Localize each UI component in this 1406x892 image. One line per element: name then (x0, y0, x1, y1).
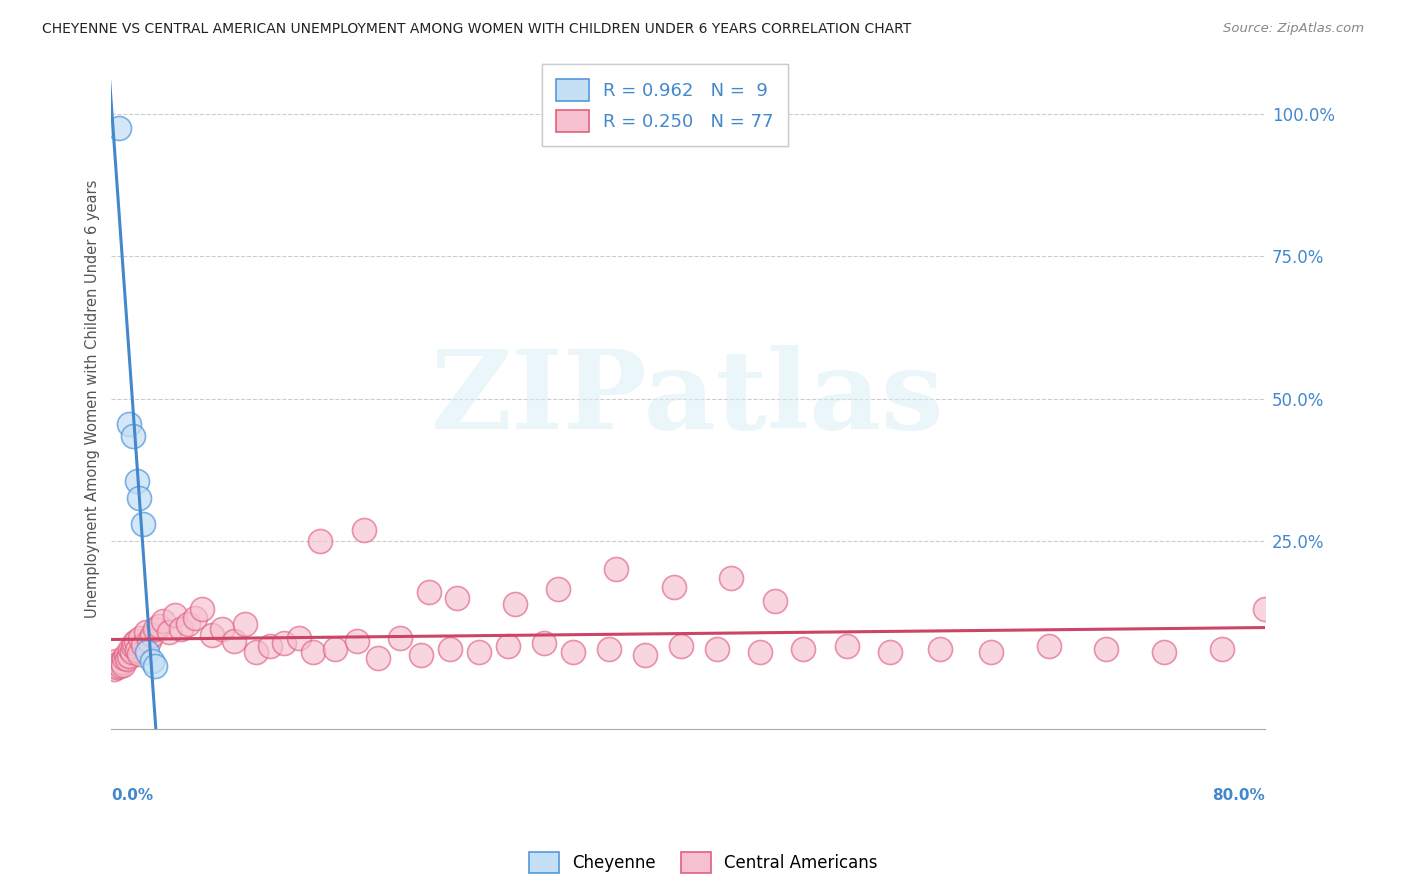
Point (547, 582, 569, 597)
Point (418, 585, 440, 599)
Point (111, 658, 134, 673)
Point (201, 628, 224, 642)
Point (561, 645, 583, 659)
Point (879, 645, 901, 659)
Point (125, 633, 148, 648)
Point (124, 636, 146, 650)
Point (129, 631, 152, 645)
Point (143, 622, 166, 636)
Point (388, 631, 411, 645)
Point (346, 633, 368, 648)
Point (141, 653, 163, 667)
Point (929, 642, 952, 657)
Point (1038, 640, 1060, 654)
Point (177, 616, 200, 631)
Text: CHEYENNE VS CENTRAL AMERICAN UNEMPLOYMENT AMONG WOMEN WITH CHILDREN UNDER 6 YEAR: CHEYENNE VS CENTRAL AMERICAN UNEMPLOYMEN… (42, 22, 911, 37)
Point (273, 636, 295, 650)
Point (104, 653, 127, 667)
Point (1095, 642, 1118, 657)
Point (143, 659, 166, 673)
Point (163, 607, 186, 622)
Point (138, 633, 160, 648)
Point (503, 597, 526, 611)
Point (101, 659, 124, 673)
Point (980, 645, 1002, 659)
Point (107, 657, 129, 671)
Point (107, 121, 129, 136)
Point (367, 650, 389, 665)
Point (122, 640, 145, 654)
Point (148, 619, 170, 633)
Point (302, 645, 325, 659)
Point (184, 611, 207, 625)
Point (309, 533, 332, 548)
Point (157, 625, 180, 640)
Point (136, 645, 159, 659)
Point (598, 642, 620, 657)
Point (103, 662, 125, 676)
Point (496, 640, 519, 654)
Point (135, 625, 157, 640)
Text: 0.0%: 0.0% (111, 789, 153, 804)
Point (1153, 645, 1175, 659)
Point (152, 614, 174, 628)
Point (468, 645, 491, 659)
Point (118, 648, 141, 663)
Legend: Cheyenne, Central Americans: Cheyenne, Central Americans (522, 846, 884, 880)
Point (117, 652, 139, 666)
Point (259, 640, 281, 654)
Point (235, 616, 257, 631)
Point (288, 631, 311, 645)
Point (105, 660, 128, 674)
Point (118, 417, 141, 432)
Point (132, 638, 155, 652)
Point (706, 642, 728, 657)
Point (114, 648, 136, 662)
Point (169, 622, 191, 636)
Point (720, 571, 742, 585)
Point (110, 655, 132, 669)
Point (191, 602, 214, 616)
Point (634, 648, 657, 662)
Point (122, 428, 145, 442)
Y-axis label: Unemployment Among Women with Children Under 6 years: Unemployment Among Women with Children U… (86, 179, 100, 618)
Point (127, 474, 149, 488)
Point (222, 633, 245, 648)
Point (792, 642, 814, 657)
Text: Source: ZipAtlas.com: Source: ZipAtlas.com (1223, 22, 1364, 36)
Text: 80.0%: 80.0% (1212, 789, 1265, 804)
Point (120, 642, 142, 657)
Point (127, 643, 149, 657)
Point (128, 647, 150, 661)
Point (749, 645, 772, 659)
Point (411, 648, 433, 662)
Point (1211, 642, 1233, 657)
Point (662, 580, 685, 594)
Text: ZIPatlas: ZIPatlas (432, 345, 945, 452)
Point (132, 516, 155, 531)
Point (533, 636, 555, 650)
Point (211, 622, 233, 636)
Point (121, 645, 143, 659)
Point (439, 642, 461, 657)
Point (112, 650, 135, 665)
Point (245, 645, 267, 659)
Point (446, 591, 468, 605)
Point (669, 640, 692, 654)
Point (141, 628, 163, 642)
Point (605, 562, 627, 576)
Point (128, 491, 150, 506)
Point (1254, 602, 1277, 616)
Point (763, 593, 786, 607)
Point (108, 659, 131, 673)
Point (835, 640, 858, 654)
Legend: R = 0.962   N =  9, R = 0.250   N = 77: R = 0.962 N = 9, R = 0.250 N = 77 (541, 64, 789, 146)
Point (323, 642, 346, 657)
Point (353, 523, 375, 537)
